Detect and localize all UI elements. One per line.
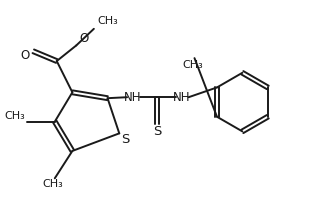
Text: CH₃: CH₃: [98, 16, 119, 26]
Text: CH₃: CH₃: [43, 179, 63, 189]
Text: S: S: [153, 125, 162, 138]
Text: CH₃: CH₃: [182, 60, 203, 70]
Text: O: O: [21, 49, 30, 62]
Text: CH₃: CH₃: [5, 111, 25, 121]
Text: O: O: [80, 32, 89, 45]
Text: NH: NH: [124, 91, 142, 104]
Text: NH: NH: [173, 91, 190, 104]
Text: S: S: [121, 133, 129, 146]
